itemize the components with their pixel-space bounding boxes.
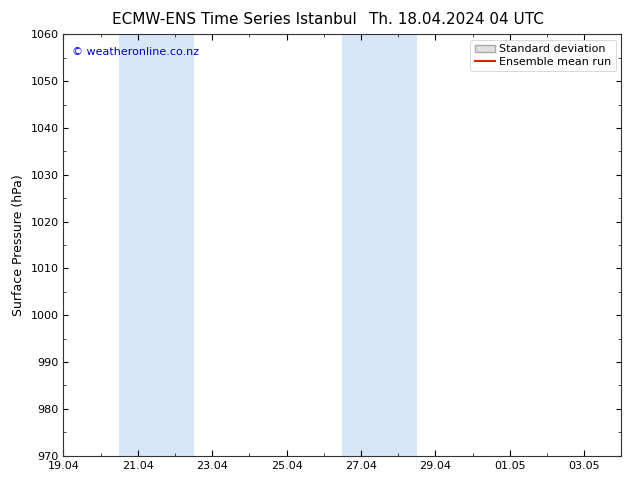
Text: ECMW-ENS Time Series Istanbul: ECMW-ENS Time Series Istanbul [112, 12, 357, 27]
Bar [342, 34, 417, 456]
Text: Th. 18.04.2024 04 UTC: Th. 18.04.2024 04 UTC [369, 12, 544, 27]
Y-axis label: Surface Pressure (hPa): Surface Pressure (hPa) [12, 174, 25, 316]
Bar [119, 34, 193, 456]
Legend: Standard deviation, Ensemble mean run: Standard deviation, Ensemble mean run [470, 40, 616, 71]
Text: © weatheronline.co.nz: © weatheronline.co.nz [72, 47, 199, 57]
